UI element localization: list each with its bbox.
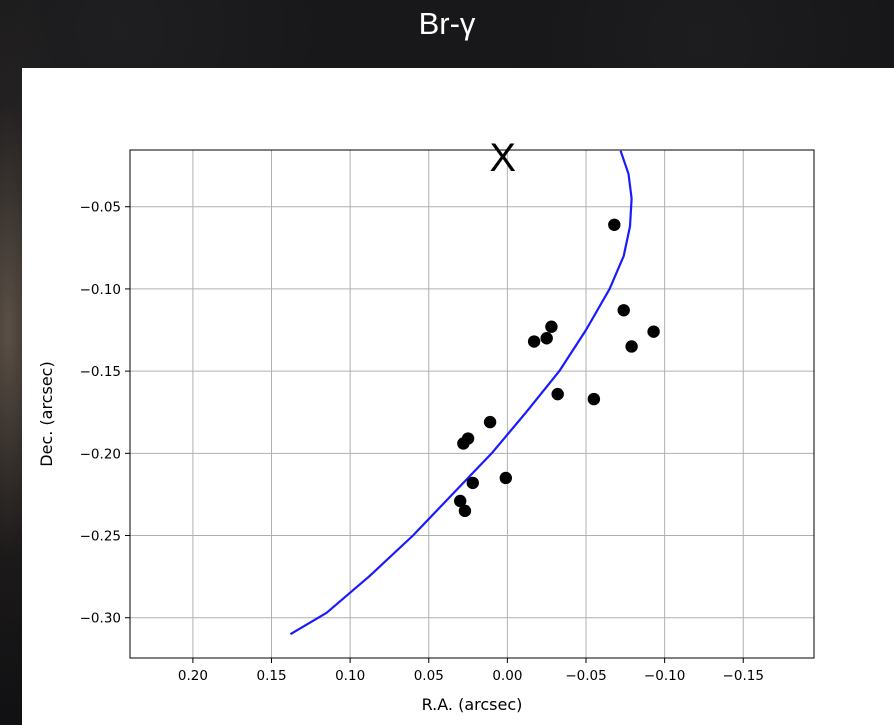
y-tick-label: −0.10	[80, 282, 121, 298]
y-tick-label: −0.20	[80, 446, 121, 462]
y-axis-label: Dec. (arcsec)	[37, 361, 56, 466]
x-tick-label: 0.05	[414, 668, 444, 684]
curve-layer	[289, 150, 633, 636]
grid-layer	[130, 150, 814, 658]
x-tick-label: 0.10	[335, 668, 365, 684]
scatter-chart: 0.20 0.15 0.10 0.05 0.00 −0.05 −0.10 −0.15 −0.0…	[37, 136, 815, 714]
data-point	[527, 335, 541, 348]
data-point	[499, 471, 513, 485]
data-point	[540, 332, 553, 345]
data-point	[617, 304, 630, 317]
data-point	[454, 494, 467, 508]
y-tick-label: −0.15	[80, 364, 121, 380]
x-marker-annotation: X	[489, 136, 516, 180]
figure-panel: 0.20 0.15 0.10 0.05 0.00 −0.05 −0.10 −0.15 −0.0…	[22, 68, 894, 725]
data-point	[457, 437, 470, 450]
data-point	[483, 415, 497, 429]
x-tick-label: −0.05	[565, 668, 606, 684]
y-tick-label: −0.30	[80, 611, 121, 627]
x-axis-label: R.A. (arcsec)	[422, 695, 523, 714]
data-point	[587, 392, 601, 406]
y-ticks: −0.05 −0.10 −0.15 −0.20 −0.25 −0.30	[80, 200, 130, 627]
model-curve	[289, 150, 633, 636]
data-point	[608, 218, 621, 232]
plot-frame	[129, 149, 815, 659]
y-tick-label: −0.05	[80, 200, 121, 216]
x-tick-label: −0.15	[723, 668, 764, 684]
slide-title: Br-γ	[418, 6, 476, 41]
data-point	[545, 320, 558, 333]
x-tick-label: 0.20	[178, 668, 208, 684]
data-point	[458, 504, 472, 518]
x-tick-label: 0.00	[492, 668, 522, 684]
y-tick-label: −0.25	[80, 529, 121, 545]
data-point	[551, 387, 564, 401]
x-tick-label: −0.10	[644, 668, 685, 684]
points-layer	[454, 218, 660, 518]
data-point	[466, 476, 479, 490]
data-point	[625, 340, 638, 353]
x-tick-label: 0.15	[256, 668, 286, 684]
x-ticks: 0.20 0.15 0.10 0.05 0.00 −0.05 −0.10 −0.15	[178, 658, 764, 684]
data-point	[647, 325, 660, 338]
